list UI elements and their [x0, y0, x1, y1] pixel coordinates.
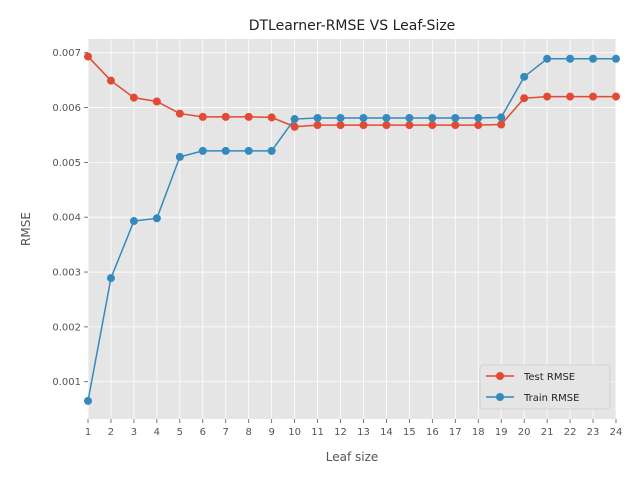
y-tick-label: 0.006	[52, 103, 81, 114]
train-rmse-point	[382, 113, 391, 122]
test-rmse-point	[428, 121, 437, 130]
x-tick-label: 16	[426, 427, 439, 438]
test-rmse-point	[152, 97, 161, 106]
train-rmse-point	[474, 113, 483, 122]
x-tick-label: 23	[587, 427, 600, 438]
test-rmse-point	[313, 121, 322, 130]
train-rmse-point	[451, 113, 460, 122]
y-tick-label: 0.001	[52, 377, 81, 388]
test-rmse-point	[451, 121, 460, 130]
test-rmse-point	[589, 92, 598, 101]
test-rmse-point	[543, 92, 552, 101]
x-tick-label: 18	[472, 427, 485, 438]
x-tick-label: 17	[449, 427, 462, 438]
train-rmse-point	[566, 54, 575, 63]
x-axis-ticks: 1 2 3 4 5 6 7 8 9 10 11 12 13 14 15 16 17 18 19 20 21 22 23 24	[85, 419, 623, 438]
y-axis-ticks: 0.001 0.002 0.003 0.004 0.005 0.006 0.007	[52, 48, 88, 388]
test-rmse-point	[267, 113, 276, 122]
grid	[87, 39, 617, 419]
x-tick-label: 10	[288, 427, 301, 438]
x-tick-label: 14	[380, 427, 393, 438]
test-rmse-point	[405, 121, 414, 130]
test-rmse-point	[106, 76, 115, 85]
test-rmse-point	[290, 122, 299, 131]
x-tick-label: 22	[564, 427, 577, 438]
test-rmse-point	[129, 93, 138, 102]
y-tick-label: 0.004	[52, 213, 81, 224]
test-rmse-point	[244, 112, 253, 121]
train-rmse-point	[198, 146, 207, 155]
x-tick-label: 5	[177, 427, 183, 438]
train-rmse-point	[520, 72, 529, 81]
x-tick-label: 7	[223, 427, 229, 438]
x-tick-label: 8	[246, 427, 252, 438]
train-rmse-point	[244, 146, 253, 155]
x-tick-label: 19	[495, 427, 508, 438]
train-rmse-point	[267, 146, 276, 155]
plot-area	[88, 39, 616, 419]
legend-test-marker	[496, 372, 504, 380]
train-rmse-point	[221, 146, 230, 155]
x-tick-label: 21	[541, 427, 554, 438]
test-rmse-point	[84, 52, 92, 61]
train-rmse-point	[313, 113, 322, 122]
legend-train-label: Train RMSE	[523, 393, 579, 404]
y-axis-label: RMSE	[19, 212, 33, 246]
test-rmse-point	[612, 92, 620, 101]
x-tick-label: 24	[610, 427, 623, 438]
x-tick-label: 1	[85, 427, 91, 438]
train-rmse-point	[405, 113, 414, 122]
x-tick-label: 2	[108, 427, 114, 438]
train-rmse-point	[359, 113, 368, 122]
x-tick-label: 6	[200, 427, 206, 438]
x-tick-label: 9	[268, 427, 274, 438]
x-tick-label: 13	[357, 427, 370, 438]
train-rmse-point	[106, 274, 115, 283]
y-tick-label: 0.003	[52, 268, 81, 279]
x-axis-label: Leaf size	[326, 450, 379, 464]
chart-title: DTLearner-RMSE VS Leaf-Size	[249, 18, 456, 34]
y-tick-label: 0.005	[52, 158, 81, 169]
x-tick-label: 12	[334, 427, 347, 438]
test-rmse-point	[474, 121, 483, 130]
test-rmse-point	[359, 121, 368, 130]
legend: Test RMSE Train RMSE	[479, 364, 611, 410]
train-rmse-point	[589, 54, 598, 63]
train-rmse-line	[87, 57, 616, 402]
x-tick-label: 20	[518, 427, 531, 438]
train-rmse-point	[336, 113, 345, 122]
test-rmse-point	[336, 121, 345, 130]
train-rmse-point	[612, 54, 620, 63]
test-rmse-point	[175, 109, 184, 118]
y-tick-label: 0.007	[52, 48, 81, 59]
y-tick-label: 0.002	[52, 322, 81, 333]
test-rmse-point	[221, 112, 230, 121]
test-rmse-point	[497, 120, 506, 129]
train-rmse-point	[290, 115, 299, 124]
test-rmse-point	[520, 94, 529, 103]
x-tick-label: 11	[311, 427, 324, 438]
legend-train-marker	[496, 393, 504, 401]
test-rmse-point	[382, 121, 391, 130]
train-rmse-point	[175, 152, 184, 161]
train-rmse-point	[497, 113, 506, 122]
legend-test-label: Test RMSE	[523, 372, 575, 383]
x-tick-label: 3	[131, 427, 137, 438]
train-rmse-point	[129, 217, 138, 226]
x-tick-label: 4	[154, 427, 160, 438]
train-rmse-point	[428, 113, 437, 122]
test-rmse-point	[198, 112, 207, 121]
test-rmse-point	[566, 92, 575, 101]
train-rmse-point	[543, 54, 552, 63]
series-layer	[84, 52, 620, 405]
train-rmse-point	[152, 214, 161, 223]
x-tick-label: 15	[403, 427, 416, 438]
train-rmse-point	[84, 396, 92, 405]
